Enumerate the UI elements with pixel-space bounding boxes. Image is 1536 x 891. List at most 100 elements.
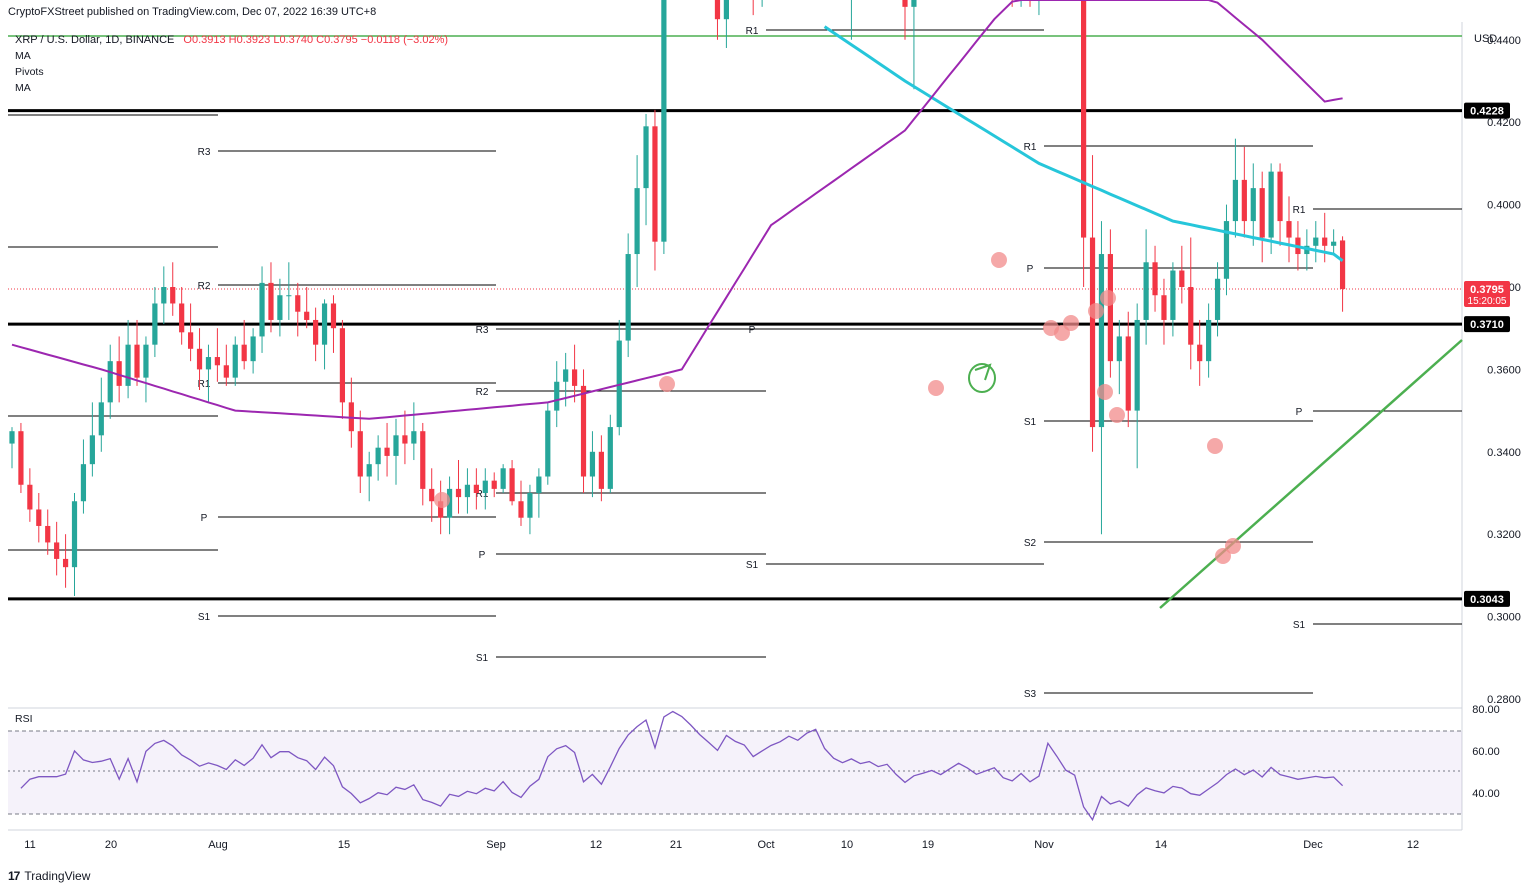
candle-body	[1107, 254, 1113, 362]
candle-body	[214, 357, 220, 366]
candle-body	[1116, 336, 1122, 362]
pivot-label: S3	[1024, 689, 1037, 700]
candle-body	[277, 295, 283, 320]
candle	[518, 480, 524, 526]
candle-body	[286, 295, 292, 297]
candle-body	[527, 493, 533, 518]
indicator-ma-1[interactable]: MA	[15, 50, 31, 62]
candle-body	[62, 558, 69, 568]
candle-body	[259, 282, 265, 337]
tradingview-logo[interactable]: 17 TradingView	[8, 869, 90, 883]
candle-body	[116, 361, 122, 386]
indicator-pivots[interactable]: Pivots	[15, 66, 44, 78]
candle-body	[518, 501, 524, 518]
candle	[1038, 0, 1040, 16]
candle	[375, 435, 381, 481]
candle-body	[1170, 270, 1176, 320]
ascending-trendline	[1159, 339, 1463, 609]
candle	[1214, 262, 1221, 337]
candle	[473, 468, 479, 510]
pivot-label: R3	[198, 147, 211, 158]
candle-body	[357, 431, 363, 477]
candle	[9, 427, 15, 469]
candle-body	[464, 484, 471, 498]
highlight-marker	[1109, 407, 1125, 423]
candle	[902, 0, 908, 40]
candle	[554, 361, 560, 428]
candle-body	[1313, 237, 1319, 246]
countdown-text: 15:20:05	[1468, 296, 1507, 307]
candle-body	[1259, 188, 1265, 238]
price-badge-bg	[1464, 590, 1510, 607]
candle	[89, 402, 95, 477]
candle-body	[482, 480, 488, 493]
candle	[1206, 303, 1212, 378]
pivot-label: S1	[746, 560, 759, 571]
time-tick: 10	[841, 839, 853, 851]
rsi-label[interactable]: RSI	[15, 713, 33, 725]
candle-body	[161, 287, 167, 304]
pivot-label: P	[1027, 264, 1034, 275]
candle-body	[580, 385, 587, 477]
candle-body	[1223, 221, 1230, 279]
candle-body	[18, 431, 24, 485]
candle	[107, 344, 113, 419]
candle	[1098, 221, 1105, 535]
candle	[1250, 163, 1256, 246]
price-badge: 0.3710	[1464, 316, 1510, 333]
candle	[295, 282, 301, 337]
candle-body	[455, 488, 462, 498]
candle	[18, 422, 24, 493]
price-badge-bg	[1464, 316, 1510, 333]
candle-body	[1161, 295, 1167, 320]
price-badge-text: 0.3795	[1470, 284, 1504, 296]
candle	[27, 468, 33, 522]
time-tick: 12	[1407, 839, 1419, 851]
candle-body	[27, 484, 33, 510]
candle-body	[80, 464, 87, 502]
candle	[580, 369, 587, 493]
rsi-band	[8, 731, 1462, 814]
candle	[357, 410, 363, 493]
highlight-marker	[1100, 290, 1116, 306]
candle	[161, 266, 167, 325]
candle	[598, 435, 604, 502]
candle-body	[1250, 188, 1256, 222]
candle-body	[98, 402, 104, 436]
candle	[277, 278, 283, 337]
time-tick: 15	[338, 839, 350, 851]
candle	[1286, 196, 1292, 263]
candle	[545, 402, 551, 485]
candle	[313, 307, 319, 362]
candle-body	[1206, 319, 1212, 362]
ma-fast-line	[823, 25, 1344, 262]
candle	[509, 460, 515, 506]
candle-body	[170, 287, 176, 304]
pivot-label: R1	[746, 26, 759, 37]
candle-body	[223, 365, 229, 378]
candle-body	[1268, 171, 1274, 238]
candle-body	[1152, 262, 1158, 296]
candle-body	[134, 344, 140, 378]
price-badge-bg	[1464, 102, 1510, 119]
candle	[634, 155, 640, 287]
price-tick: 0.3000	[1487, 612, 1521, 624]
candle-body	[250, 336, 256, 362]
candle	[446, 476, 453, 535]
indicator-ma-2[interactable]: MA	[15, 82, 31, 94]
candle	[143, 336, 149, 403]
candle-body	[89, 435, 95, 465]
price-tick: 0.4000	[1487, 200, 1521, 212]
candle-body	[554, 381, 560, 411]
candle-body	[205, 357, 212, 370]
highlight-marker	[659, 376, 675, 392]
candle-body	[643, 126, 649, 189]
annotation-arrow-icon	[974, 363, 992, 381]
candle	[259, 266, 265, 353]
candle-body	[241, 344, 247, 362]
highlight-marker	[928, 380, 944, 396]
candle	[304, 287, 310, 329]
price-badge-text: 0.3710	[1470, 319, 1504, 331]
candle-body	[1197, 344, 1203, 362]
